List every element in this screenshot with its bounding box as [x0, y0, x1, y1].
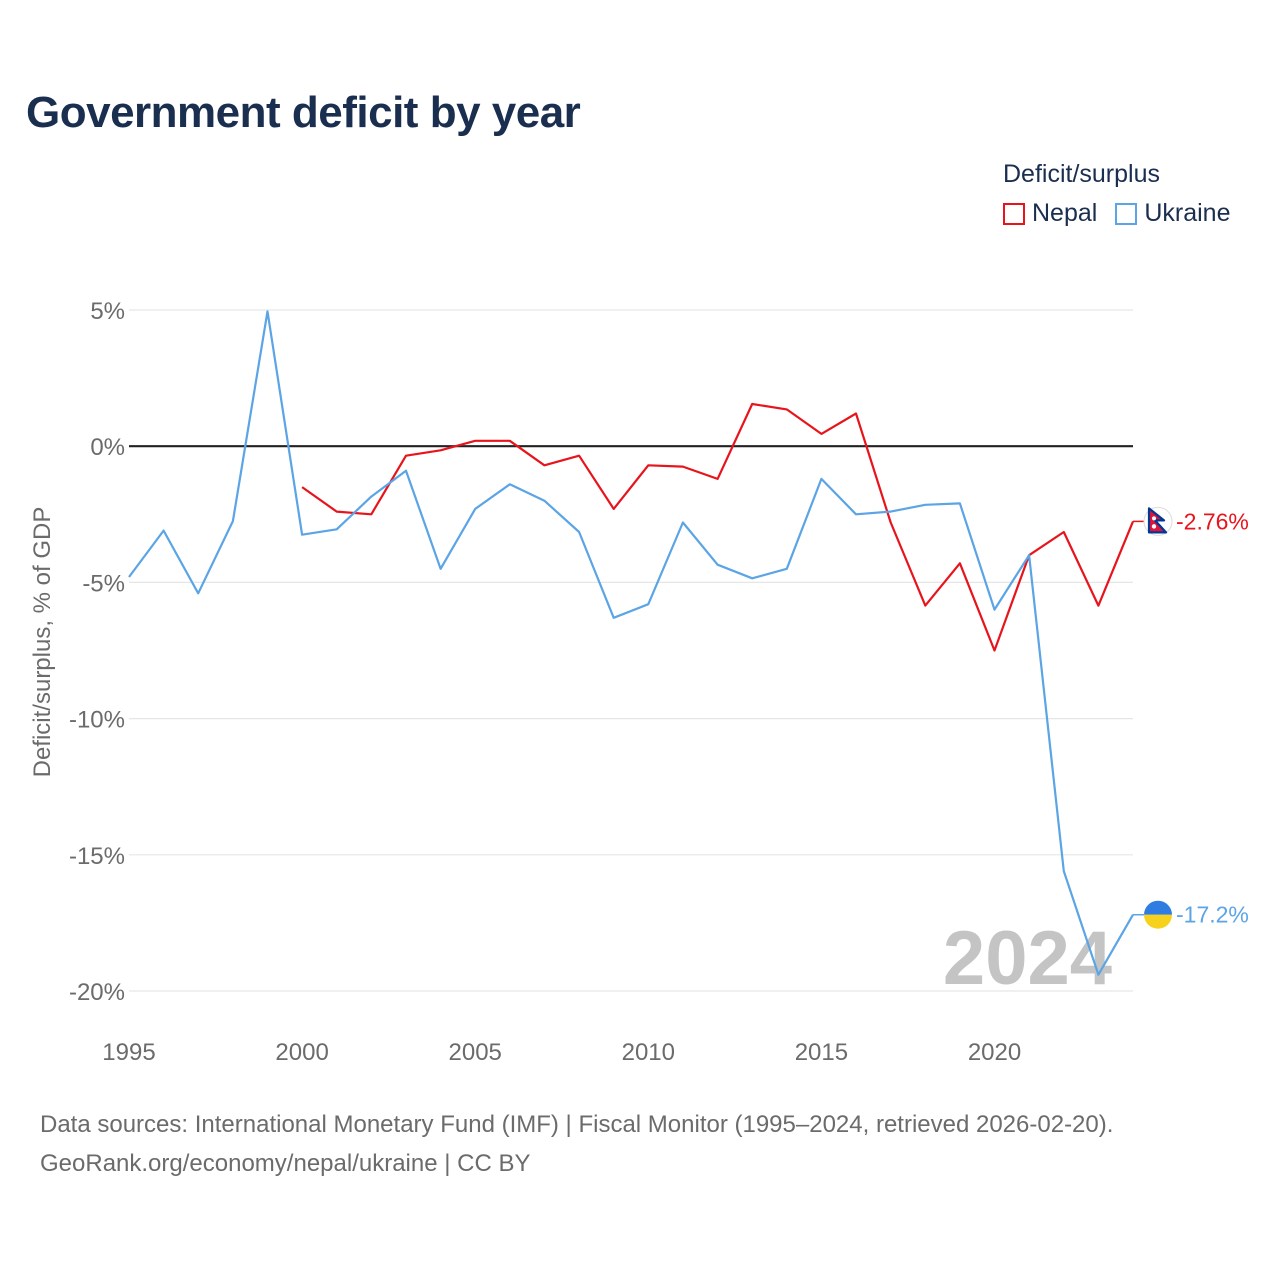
flag-top-blue: [1144, 900, 1172, 915]
x-tick-label: 2000: [275, 1039, 328, 1066]
flag-sun: [1151, 524, 1157, 529]
legend-swatch-ukraine: [1115, 202, 1138, 225]
y-tick-label: 0%: [90, 434, 125, 461]
y-tick-label: -15%: [69, 843, 125, 870]
legend-label-ukraine: Ukraine: [1144, 199, 1231, 227]
series-line-nepal: [301, 402, 1135, 652]
x-tick-label: 2010: [622, 1039, 675, 1066]
x-tick-label: 2015: [795, 1039, 848, 1066]
legend: Deficit/surplus Nepal Ukraine: [1003, 160, 1248, 228]
year-watermark: 2024: [943, 916, 1112, 1001]
x-tick-label: 2020: [968, 1039, 1021, 1066]
legend-title: Deficit/surplus: [1003, 160, 1160, 188]
x-tick-label: 1995: [102, 1039, 155, 1066]
end-value-label-nepal: -2.76%: [1176, 508, 1249, 534]
y-axis-label: Deficit/surplus, % of GDP: [29, 507, 56, 778]
footer: Data sources: International Monetary Fun…: [40, 1105, 1113, 1183]
end-value-label-ukraine: -17.2%: [1176, 902, 1249, 928]
legend-item-nepal[interactable]: Nepal: [1003, 199, 1097, 228]
footer-link[interactable]: GeoRank.org/economy/nepal/ukraine | CC B…: [40, 1150, 531, 1177]
y-tick-label: -10%: [69, 707, 125, 734]
series-line-ukraine: [128, 310, 1134, 976]
chart-title: Government deficit by year: [26, 88, 581, 137]
nepal-flag-icon: [1143, 506, 1173, 536]
x-tick-label: 2005: [449, 1039, 502, 1066]
flag-bottom-yellow: [1144, 914, 1172, 929]
ukraine-flag-icon: [1144, 900, 1172, 929]
footer-sources: Data sources: International Monetary Fun…: [40, 1111, 1114, 1138]
legend-item-ukraine[interactable]: Ukraine: [1115, 199, 1230, 228]
y-tick-label: -5%: [82, 570, 125, 597]
legend-label-nepal: Nepal: [1032, 199, 1098, 227]
y-tick-label: -20%: [69, 979, 125, 1006]
flag-moon: [1152, 516, 1156, 521]
y-tick-label: 5%: [90, 298, 125, 325]
chart-plot: 5% 0% -5% -10% -15% -20% 1995 2000 2005 2010 2015…: [29, 298, 1249, 1066]
legend-swatch-nepal: [1003, 202, 1025, 225]
